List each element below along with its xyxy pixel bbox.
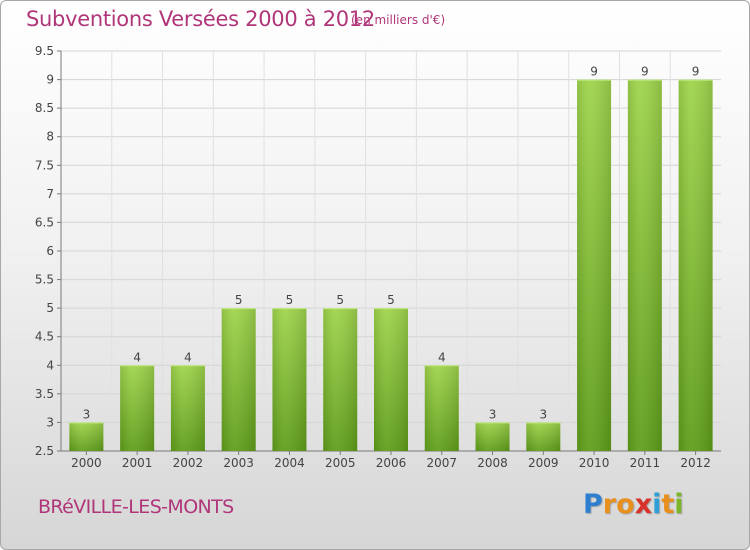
y-tick-label: 9: [46, 73, 54, 87]
x-tick-label: 2007: [426, 456, 457, 470]
y-tick-label: 8.5: [35, 101, 54, 115]
x-tick-label: 2001: [122, 456, 153, 470]
x-tick-label: 2005: [325, 456, 356, 470]
chart-unit: (en milliers d'€): [351, 13, 446, 27]
bar-shade: [323, 308, 358, 451]
bar-value-label: 4: [184, 350, 192, 364]
y-tick-label: 4: [46, 358, 54, 372]
chart-title: Subventions Versées 2000 à 2012: [26, 7, 375, 31]
y-tick-label: 7: [46, 187, 54, 201]
x-tick-label: 2004: [274, 456, 305, 470]
logo-letter: r: [602, 489, 617, 520]
x-tick-label: 2000: [71, 456, 102, 470]
y-tick-label: 2.5: [35, 444, 54, 458]
bar-shade: [577, 79, 612, 452]
x-tick-label: 2011: [630, 456, 661, 470]
bar-value-label: 9: [590, 65, 598, 79]
y-tick-label: 4.5: [35, 330, 54, 344]
logo-letter: t: [661, 489, 675, 520]
y-tick-label: 8: [46, 130, 54, 144]
bar-value-label: 3: [83, 407, 91, 421]
logo-letter: i: [674, 489, 684, 520]
y-tick-label: 7.5: [35, 158, 54, 172]
x-tick-label: 2003: [223, 456, 254, 470]
bar-value-label: 9: [641, 65, 649, 79]
bar-value-label: 4: [438, 350, 446, 364]
logo-letter: x: [634, 489, 653, 520]
x-tick-label: 2010: [579, 456, 610, 470]
bar-shade: [678, 79, 713, 452]
x-tick-label: 2006: [376, 456, 407, 470]
bar-shade: [170, 365, 205, 451]
y-tick-label: 9.5: [35, 44, 54, 58]
bar-shade: [120, 365, 155, 451]
x-tick-label: 2008: [477, 456, 508, 470]
bar-value-label: 5: [286, 293, 294, 307]
y-tick-label: 5.5: [35, 273, 54, 287]
bar-shade: [475, 422, 510, 451]
bar-value-label: 4: [133, 350, 141, 364]
logo-letter: o: [616, 489, 635, 520]
bar-shade: [221, 308, 256, 451]
bar-value-label: 9: [692, 65, 700, 79]
x-tick-label: 2012: [680, 456, 711, 470]
y-tick-label: 6.5: [35, 215, 54, 229]
bar-shade: [627, 79, 662, 452]
x-tick-label: 2009: [528, 456, 559, 470]
proxiti-logo: Proxiti: [583, 489, 684, 520]
bar-shade: [424, 365, 459, 451]
bar-value-label: 5: [336, 293, 344, 307]
commune-name: BRéVILLE-LES-MONTS: [38, 496, 234, 518]
bar-shade: [374, 308, 408, 451]
bar-value-label: 5: [235, 293, 243, 307]
bar-shade: [526, 422, 561, 451]
x-tick-label: 2002: [173, 456, 204, 470]
y-tick-label: 5: [46, 301, 54, 315]
y-tick-label: 3.5: [35, 387, 54, 401]
logo-letter: P: [583, 489, 603, 520]
bar-shade: [69, 422, 104, 451]
y-tick-label: 6: [46, 244, 54, 258]
bar-value-label: 3: [489, 407, 497, 421]
y-tick-label: 3: [46, 415, 54, 429]
bar-value-label: 5: [387, 293, 395, 307]
logo-letter: i: [652, 489, 662, 520]
bar-shade: [272, 308, 307, 451]
bar-value-label: 3: [539, 407, 547, 421]
